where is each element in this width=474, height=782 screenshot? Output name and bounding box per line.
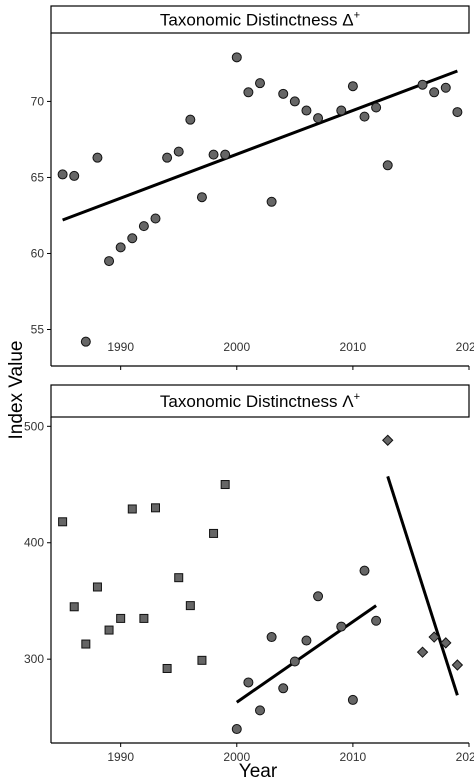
data-point-square — [92, 582, 102, 592]
data-point-square — [220, 480, 230, 490]
panel-title-box — [50, 384, 470, 418]
data-point-square — [139, 613, 149, 623]
data-point-circle — [336, 621, 347, 632]
data-point-circle — [301, 105, 312, 116]
data-point-circle — [278, 683, 289, 694]
y-tick-label: 500 — [24, 419, 44, 433]
data-point-circle — [417, 79, 428, 90]
x-tick-label: 2000 — [223, 340, 250, 354]
data-point-circle — [313, 591, 324, 602]
data-point-circle — [371, 102, 382, 113]
data-point-circle — [231, 724, 242, 735]
x-tick-label: 1990 — [107, 750, 134, 764]
data-point-circle — [313, 113, 324, 124]
data-point-square — [127, 504, 137, 514]
data-point-circle — [440, 82, 451, 93]
data-point-diamond — [428, 631, 440, 643]
panel-title-symbol: Λ — [342, 392, 354, 411]
data-point-circle — [69, 170, 80, 181]
x-tick-label: 2000 — [223, 750, 250, 764]
y-axis-title: Index Value — [6, 341, 27, 440]
data-point-circle — [266, 196, 277, 207]
x-tick-label: 2020 — [456, 340, 474, 354]
data-point-circle — [208, 149, 219, 160]
panel-title-text: Taxonomic Distinctness — [160, 11, 342, 30]
data-point-square — [116, 613, 126, 623]
trend-line — [386, 475, 459, 696]
panel-title: Taxonomic Distinctness Δ+ — [160, 10, 360, 30]
y-tick-label: 55 — [31, 323, 45, 337]
data-point-diamond — [416, 646, 429, 658]
data-point-diamond — [382, 434, 394, 446]
data-point-square — [58, 517, 68, 527]
y-tick-label: 70 — [31, 94, 45, 108]
data-point-circle — [359, 565, 370, 576]
y-tick-label: 60 — [31, 246, 45, 260]
x-tick-label: 1990 — [107, 340, 134, 354]
data-point-circle — [80, 336, 91, 347]
data-point-circle — [220, 149, 231, 160]
data-point-diamond — [451, 659, 464, 671]
data-point-circle — [347, 81, 358, 92]
data-point-circle — [359, 111, 370, 122]
data-point-circle — [382, 160, 393, 171]
data-point-diamond — [440, 637, 452, 649]
panel-title-superscript: + — [354, 391, 360, 403]
data-point-circle — [138, 221, 149, 232]
data-point-circle — [173, 146, 184, 157]
panel-title-text: Taxonomic Distinctness — [160, 392, 342, 411]
data-point-circle — [289, 656, 300, 667]
data-point-circle — [162, 152, 173, 163]
data-point-circle — [301, 635, 312, 646]
data-point-circle — [115, 242, 126, 253]
data-point-circle — [243, 87, 254, 98]
data-point-circle — [347, 694, 358, 705]
data-point-square — [81, 639, 91, 649]
x-axis-title: Year — [239, 761, 278, 782]
data-point-circle — [255, 78, 265, 89]
data-point-circle — [150, 213, 161, 224]
data-point-square — [209, 528, 219, 538]
data-point-square — [104, 625, 114, 635]
data-point-circle — [196, 192, 207, 203]
panel-title-superscript: + — [354, 10, 360, 22]
panel-title-symbol: Δ — [342, 11, 353, 30]
trend-line — [235, 604, 377, 704]
x-tick-label: 2010 — [340, 750, 367, 764]
panel-title: Taxonomic Distinctness Λ+ — [160, 391, 360, 411]
data-point-square — [151, 503, 160, 513]
y-tick-label: 300 — [24, 652, 44, 666]
data-point-circle — [92, 152, 103, 163]
x-tick-label: 2020 — [456, 750, 474, 764]
x-tick-label: 2010 — [340, 340, 367, 354]
data-point-square — [69, 602, 79, 612]
y-tick-label: 65 — [31, 170, 45, 184]
data-point-circle — [231, 52, 242, 63]
data-point-circle — [57, 169, 68, 180]
data-point-circle — [289, 96, 300, 107]
panel-title-box — [50, 5, 470, 34]
data-point-circle — [266, 632, 277, 643]
data-point-square — [197, 655, 207, 665]
data-point-square — [185, 601, 195, 611]
data-point-square — [162, 663, 172, 673]
trend-line — [62, 69, 458, 222]
data-point-circle — [336, 105, 347, 116]
data-point-circle — [243, 677, 254, 688]
data-point-circle — [255, 705, 265, 716]
data-point-circle — [371, 615, 382, 626]
data-point-circle — [185, 114, 196, 125]
data-point-circle — [127, 233, 138, 244]
data-point-circle — [278, 88, 289, 99]
data-point-circle — [104, 256, 115, 267]
data-point-circle — [452, 107, 463, 118]
data-point-circle — [429, 87, 440, 98]
data-point-square — [174, 573, 184, 583]
y-tick-label: 400 — [24, 536, 44, 550]
